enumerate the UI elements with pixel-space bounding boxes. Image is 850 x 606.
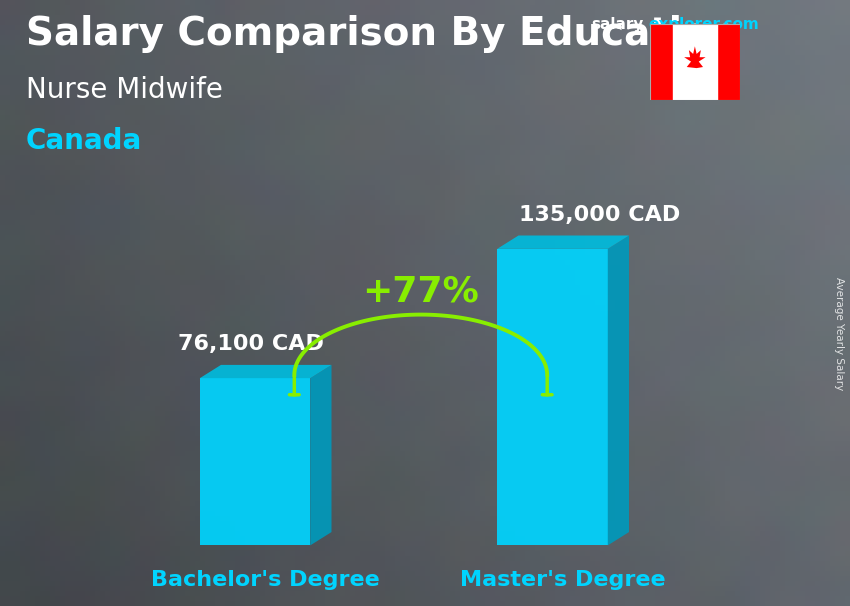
Polygon shape <box>310 365 332 545</box>
Polygon shape <box>497 249 608 545</box>
Bar <box>672 24 717 100</box>
Polygon shape <box>608 236 629 545</box>
Text: Nurse Midwife: Nurse Midwife <box>26 76 223 104</box>
Text: explorer.com: explorer.com <box>649 17 759 32</box>
Text: salary: salary <box>591 17 643 32</box>
Text: Canada: Canada <box>26 127 142 155</box>
Text: Salary Comparison By Education: Salary Comparison By Education <box>26 15 736 53</box>
Text: Bachelor's Degree: Bachelor's Degree <box>150 570 380 590</box>
Polygon shape <box>497 236 629 249</box>
Polygon shape <box>200 378 310 545</box>
Text: 76,100 CAD: 76,100 CAD <box>178 334 324 354</box>
Bar <box>650 24 672 100</box>
Bar <box>717 24 740 100</box>
Text: +77%: +77% <box>362 275 479 308</box>
Polygon shape <box>684 46 705 76</box>
Text: Average Yearly Salary: Average Yearly Salary <box>834 277 844 390</box>
Text: 135,000 CAD: 135,000 CAD <box>518 205 680 225</box>
Text: Master's Degree: Master's Degree <box>460 570 666 590</box>
Polygon shape <box>200 365 332 378</box>
